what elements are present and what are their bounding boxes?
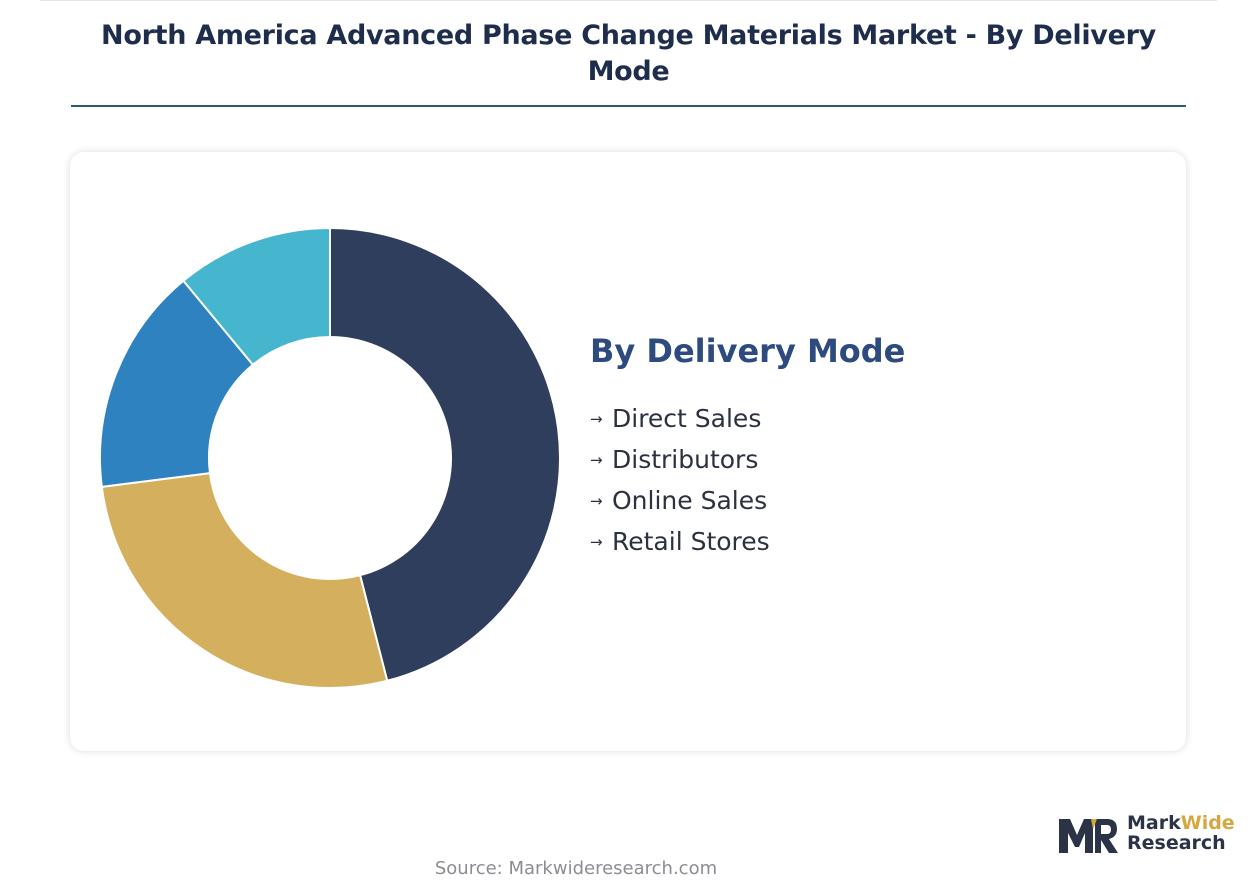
arrow-right-icon: →: [590, 491, 603, 510]
legend-item-label: Direct Sales: [612, 404, 762, 433]
legend-item: → Retail Stores: [590, 521, 770, 562]
donut-slice-online-sales: [99, 279, 255, 488]
markwide-logo-mark-icon: [1059, 819, 1118, 853]
legend-item: → Online Sales: [590, 480, 770, 521]
logo-word-wide: Wide: [1180, 812, 1235, 834]
legend-item: → Direct Sales: [590, 398, 770, 439]
logo-word-mark: Mark: [1127, 812, 1181, 834]
top-divider: [40, 0, 1217, 1]
markwide-logo-text: MarkWide Research: [1127, 813, 1235, 853]
arrow-right-icon: →: [590, 450, 603, 469]
legend-item: → Distributors: [590, 439, 770, 480]
title-underline: [71, 105, 1186, 107]
donut-slice-direct-sales: [329, 226, 561, 682]
arrow-right-icon: →: [590, 409, 603, 428]
legend-title: By Delivery Mode: [590, 332, 906, 370]
markwide-logo: MarkWide Research: [1057, 813, 1242, 857]
legend: → Direct Sales → Distributors → Online Sales →…: [590, 398, 770, 562]
chart-title: North America Advanced Phase Change Mate…: [101, 20, 1156, 87]
legend-item-label: Online Sales: [612, 486, 768, 515]
legend-item-label: Distributors: [612, 445, 759, 474]
source-note: Source: Markwideresearch.com: [434, 858, 718, 879]
legend-item-label: Retail Stores: [612, 527, 770, 556]
donut-chart: [99, 226, 561, 689]
chart-card: By Delivery Mode → Direct Sales → Distribut…: [70, 152, 1186, 751]
arrow-right-icon: →: [590, 532, 603, 551]
logo-word-research: Research: [1127, 832, 1226, 854]
donut-slice-distributors: [100, 472, 389, 689]
donut-slice-retail-stores: [181, 226, 331, 367]
